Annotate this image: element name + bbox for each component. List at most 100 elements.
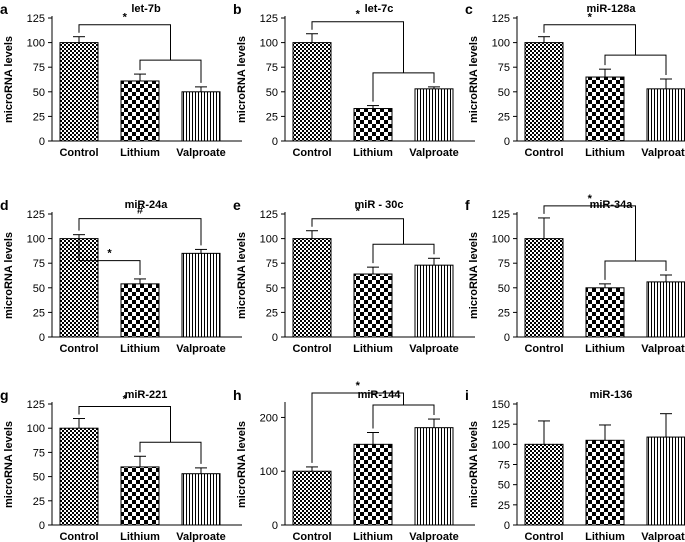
y-tick-label: 100 [27,234,45,246]
x-tick-label: Control [524,147,563,159]
y-tick-label: 125 [27,399,45,411]
significance-bracket: * [78,394,202,464]
y-tick-label: 200 [260,412,278,424]
bar-control [524,42,564,142]
chart-title: miR-221 [125,389,168,401]
significance-label: * [107,248,112,260]
x-tick-label: Control [524,531,563,542]
x-tick-label: Valproate [641,147,685,159]
chart-title: let-7c [365,3,394,15]
panel-h: h miR-144 0 100 200 microRNA levels Control Lit… [233,380,475,542]
y-tick-label: 150 [492,399,510,411]
y-tick-label: 0 [39,520,45,532]
y-tick-label: 25 [33,307,45,319]
bar-lithium [585,76,625,142]
panel-letter: f [465,197,470,213]
y-tick-label: 25 [498,500,510,512]
bar-lithium [120,80,160,142]
chart-title: miR-128a [587,3,637,15]
y-tick-label: 100 [492,439,510,451]
y-tick-label: 50 [266,283,278,295]
significance-label: * [356,380,361,392]
significance-label: * [123,394,128,406]
x-tick-label: Lithium [120,531,160,542]
y-tick-label: 125 [27,209,45,221]
y-axis-label: microRNA levels [3,36,15,123]
chart-title: let-7b [131,3,161,15]
panel-c: c miR-128a 0 25 50 75 100 125 microRNA levels Con… [465,1,685,159]
bar-lithium [585,287,625,338]
y-tick-label: 75 [33,258,45,270]
y-tick-label: 100 [27,423,45,435]
panel-letter: h [233,387,242,403]
x-tick-label: Lithium [353,531,393,542]
significance-bracket: * [311,380,435,463]
significance-label: * [356,206,361,218]
panel-f: f miR-34a 0 25 50 75 100 125 microRNA levels Cont… [465,193,685,355]
x-tick-label: Valproate [409,147,459,159]
bar-valproate [646,436,685,526]
significance-bracket: * [311,9,435,102]
y-axis-label: microRNA levels [236,36,248,123]
bar-control [59,427,99,526]
significance-label: * [588,193,593,205]
panel-letter: g [0,387,9,403]
y-axis-label: microRNA levels [468,421,480,508]
y-tick-label: 0 [272,520,278,532]
panel-a: a let-7b 0 25 50 75 100 125 microRNA levels Contr… [0,1,242,159]
chart-title: miR - 30c [355,199,404,211]
x-tick-label: Valproate [409,531,459,542]
y-tick-label: 125 [492,419,510,431]
y-tick-label: 50 [33,283,45,295]
bar-valproate [414,88,454,142]
x-tick-label: Control [524,343,563,355]
significance-bracket: * [543,12,667,76]
significance-label: * [356,9,361,21]
y-tick-label: 125 [492,13,510,25]
chart-title: miR-144 [358,389,402,401]
y-tick-label: 125 [260,13,278,25]
y-tick-label: 125 [260,209,278,221]
y-tick-label: 0 [39,332,45,344]
y-axis-label: microRNA levels [236,421,248,508]
significance-bracket: * [78,234,141,275]
y-tick-label: 100 [492,234,510,246]
y-tick-label: 25 [266,307,278,319]
y-tick-label: 0 [504,332,510,344]
significance-label: * [123,12,128,24]
y-tick-label: 50 [266,87,278,99]
y-tick-label: 0 [504,136,510,148]
y-axis-label: microRNA levels [3,232,15,319]
x-tick-label: Valproate [409,343,459,355]
y-tick-label: 50 [498,283,510,295]
bar-lithium [353,108,393,142]
y-tick-label: 0 [504,520,510,532]
significance-bracket: * [78,12,202,83]
y-axis-label: microRNA levels [3,421,15,508]
panel-letter: d [0,197,9,213]
y-tick-label: 0 [272,136,278,148]
panel-g: g miR-221 0 25 50 75 100 125 microRNA levels Cont… [0,387,242,542]
bar-valproate [646,88,685,142]
y-tick-label: 50 [498,480,510,492]
bar-control [524,238,564,338]
x-tick-label: Control [59,531,98,542]
y-tick-label: 100 [260,466,278,478]
bar-lithium [120,283,160,338]
significance-label: * [588,12,593,24]
bar-valproate [414,427,454,526]
y-tick-label: 25 [498,307,510,319]
y-tick-label: 75 [498,62,510,74]
x-tick-label: Lithium [120,147,160,159]
x-tick-label: Valproate [641,531,685,542]
x-tick-label: Control [59,147,98,159]
panel-letter: a [0,1,8,17]
significance-bracket: # [78,205,202,246]
y-axis-label: microRNA levels [468,232,480,319]
x-tick-label: Control [292,343,331,355]
bar-valproate [181,473,221,526]
y-tick-label: 125 [27,13,45,25]
panel-letter: b [233,1,242,17]
y-tick-label: 100 [260,234,278,246]
x-tick-label: Lithium [585,147,625,159]
